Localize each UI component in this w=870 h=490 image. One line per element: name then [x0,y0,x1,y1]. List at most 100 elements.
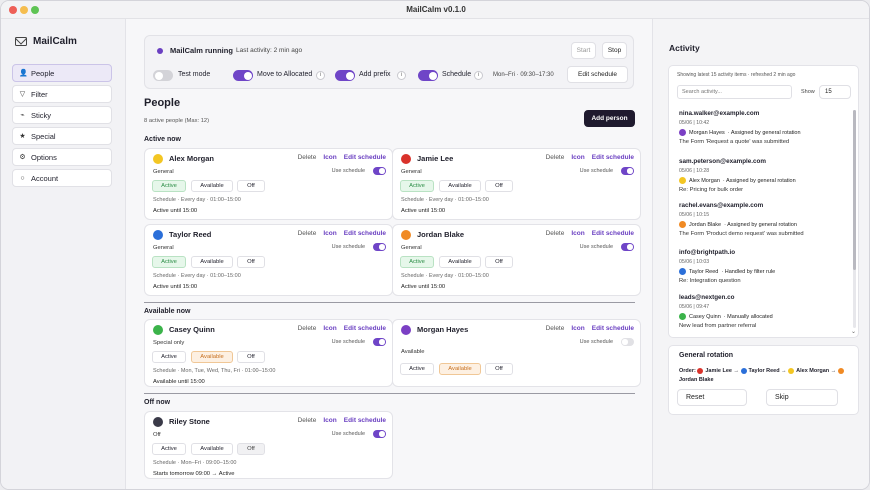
edit-schedule-link[interactable]: Edit schedule [591,325,634,332]
activity-scrollbar[interactable] [853,110,856,328]
sidebar-item-filter[interactable]: ▽ Filter [12,85,112,103]
status-active-button[interactable]: Active [400,363,434,375]
status-available-button[interactable]: Available [191,180,233,192]
status-off-button[interactable]: Off [237,180,265,192]
sidebar-item-options[interactable]: ⚙ Options [12,148,112,166]
status-available-button[interactable]: Available [439,363,481,375]
icon-button[interactable]: Icon [571,230,585,237]
sidebar-item-special[interactable]: ★ Special [12,127,112,145]
activity-entry[interactable]: rachel.evans@example.com 05/06 | 10:15 Jor… [679,202,847,237]
status-off-button[interactable]: Off [485,256,513,268]
delete-button[interactable]: Delete [545,230,565,237]
person-icon[interactable] [153,325,163,335]
stop-button[interactable]: Stop [602,42,627,59]
status-available-button[interactable]: Available [439,256,481,268]
activity-entry[interactable]: nina.walker@example.com 05/06 | 10:42 Morg… [679,110,847,145]
scroll-down-icon[interactable]: ⌄ [850,329,856,335]
person-icon[interactable] [153,417,163,427]
delete-button[interactable]: Delete [297,325,317,332]
edit-schedule-link[interactable]: Edit schedule [591,154,634,161]
status-active-button[interactable]: Active [400,180,434,192]
schedule-summary: Schedule · Every day · 01:00–15:00 [153,197,241,203]
info-icon[interactable]: i [316,71,325,80]
icon-button[interactable]: Icon [323,417,337,424]
edit-schedule-link[interactable]: Edit schedule [591,230,634,237]
rotation-person: Taylor Reed [748,368,780,374]
person-icon[interactable] [153,154,163,164]
maximize-window-button[interactable] [31,6,39,14]
person-icon[interactable] [401,230,411,240]
icon-button[interactable]: Icon [323,154,337,161]
status-available-button[interactable]: Available [191,351,233,363]
skip-button[interactable]: Skip [766,389,838,406]
edit-schedule-link[interactable]: Edit schedule [343,325,386,332]
status-available-button[interactable]: Available [439,180,481,192]
show-count-field[interactable]: 15 [819,85,851,99]
scrollbar-thumb[interactable] [853,110,856,270]
status-off-button[interactable]: Off [237,256,265,268]
delete-button[interactable]: Delete [545,154,565,161]
status-off-button[interactable]: Off [237,351,265,363]
person-icon[interactable] [401,154,411,164]
activity-search-input[interactable] [677,85,792,99]
status-available-button[interactable]: Available [191,256,233,268]
edit-schedule-link[interactable]: Edit schedule [343,154,386,161]
activity-entry[interactable]: sam.peterson@example.com 05/06 | 10:28 Ale… [679,158,847,193]
status-active-button[interactable]: Active [400,256,434,268]
icon-button[interactable]: Icon [323,325,337,332]
edit-schedule-button[interactable]: Edit schedule [567,66,628,83]
delete-button[interactable]: Delete [297,154,317,161]
use-schedule-toggle[interactable] [373,430,386,438]
status-until: Active until 15:00 [153,208,198,214]
use-schedule-toggle[interactable] [621,243,634,251]
delete-button[interactable]: Delete [297,230,317,237]
add-person-button[interactable]: Add person [584,110,635,127]
use-schedule-toggle[interactable] [621,338,634,346]
icon-button[interactable]: Icon [323,230,337,237]
status-active-button[interactable]: Active [152,256,186,268]
assignment-method: · Assigned by general rotation [724,221,797,228]
use-schedule-toggle[interactable] [373,338,386,346]
use-schedule-toggle[interactable] [373,243,386,251]
icon-button[interactable]: Icon [571,154,585,161]
delete-button[interactable]: Delete [297,417,317,424]
test-mode-toggle[interactable] [153,70,173,81]
info-icon[interactable]: i [474,71,483,80]
status-panel: MailCalm running Last activity: 2 min ag… [144,35,634,89]
status-off-button[interactable]: Off [237,443,265,455]
section-active-now: Active now [144,136,181,143]
sidebar-item-account[interactable]: ○ Account [12,169,112,187]
start-button[interactable]: Start [571,42,596,59]
person-icon[interactable] [401,325,411,335]
assignee-name: Taylor Reed [689,268,719,275]
minimize-window-button[interactable] [20,6,28,14]
activity-email: sam.peterson@example.com [679,158,766,165]
person-icon[interactable] [153,230,163,240]
status-active-button[interactable]: Active [152,180,186,192]
status-available-button[interactable]: Available [191,443,233,455]
edit-schedule-link[interactable]: Edit schedule [343,417,386,424]
icon-button[interactable]: Icon [571,325,585,332]
schedule-toggle[interactable] [418,70,438,81]
close-window-button[interactable] [9,6,17,14]
running-status: MailCalm running [170,46,233,55]
sidebar-item-people[interactable]: 👤 People [12,64,112,82]
sidebar-item-sticky[interactable]: ⌁ Sticky [12,106,112,124]
reset-button[interactable]: Reset [677,389,747,406]
use-schedule-toggle[interactable] [373,167,386,175]
status-active-button[interactable]: Active [152,351,186,363]
status-active-button[interactable]: Active [152,443,186,455]
activity-entry[interactable]: info@brightpath.io 05/06 | 10:03 Taylor Re… [679,249,847,284]
card-actions: Delete Icon Edit schedule [546,325,634,332]
status-off-button[interactable]: Off [485,180,513,192]
edit-schedule-link[interactable]: Edit schedule [343,230,386,237]
add-prefix-toggle[interactable] [335,70,355,81]
activity-entry[interactable]: leads@nextgen.co 05/06 | 09:47 Casey Quinn… [679,294,847,329]
delete-button[interactable]: Delete [545,325,565,332]
title-bar: MailCalm v0.1.0 [1,1,869,19]
info-icon[interactable]: i [397,71,406,80]
move-allocated-toggle[interactable] [233,70,253,81]
assignment-method: · Manually allocated [723,313,773,320]
status-off-button[interactable]: Off [485,363,513,375]
use-schedule-toggle[interactable] [621,167,634,175]
